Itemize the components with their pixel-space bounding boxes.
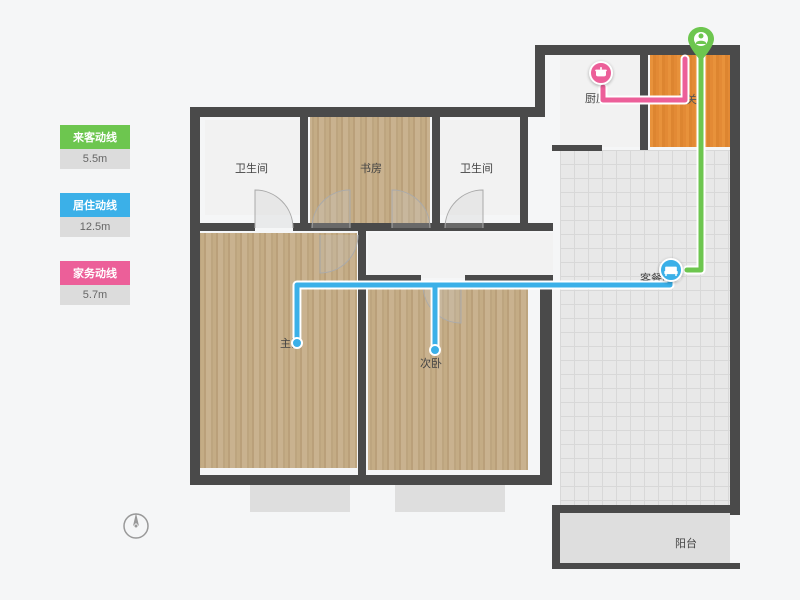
legend-living: 居住动线 12.5m [60, 193, 130, 237]
legend-house: 家务动线 5.7m [60, 261, 130, 305]
room-second [368, 285, 528, 470]
legend-guest-value: 5.5m [60, 149, 130, 169]
legend-guest: 来客动线 5.5m [60, 125, 130, 169]
floor-plan: 卫生间 书房 卫生间 厨房 玄关 主卧 次卧 客餐厅 阳台 [185, 45, 755, 575]
legend: 来客动线 5.5m 居住动线 12.5m 家务动线 5.7m [60, 125, 130, 329]
label-kitchen: 厨房 [585, 90, 607, 106]
pin-living [659, 258, 683, 282]
label-study: 书房 [360, 160, 382, 176]
label-master: 主卧 [280, 335, 302, 351]
pin-kitchen [589, 61, 613, 85]
legend-guest-label: 来客动线 [60, 125, 130, 149]
label-balcony: 阳台 [675, 535, 697, 551]
room-hall [368, 233, 553, 278]
room-living [560, 150, 730, 505]
room-master [197, 233, 357, 468]
label-bath1: 卫生间 [235, 160, 268, 176]
legend-house-value: 5.7m [60, 285, 130, 305]
legend-living-value: 12.5m [60, 217, 130, 237]
label-bath2: 卫生间 [460, 160, 493, 176]
legend-house-label: 家务动线 [60, 261, 130, 285]
label-second: 次卧 [420, 355, 442, 371]
room-balcony [560, 510, 730, 565]
pin-entry [688, 27, 714, 61]
legend-living-label: 居住动线 [60, 193, 130, 217]
label-entry: 玄关 [675, 91, 697, 107]
compass-icon [120, 510, 152, 542]
